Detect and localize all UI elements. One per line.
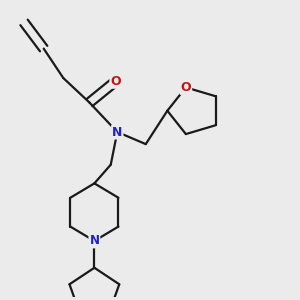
Text: O: O [181, 81, 191, 94]
Text: O: O [110, 75, 121, 88]
Text: N: N [89, 235, 99, 248]
Text: N: N [112, 125, 122, 139]
